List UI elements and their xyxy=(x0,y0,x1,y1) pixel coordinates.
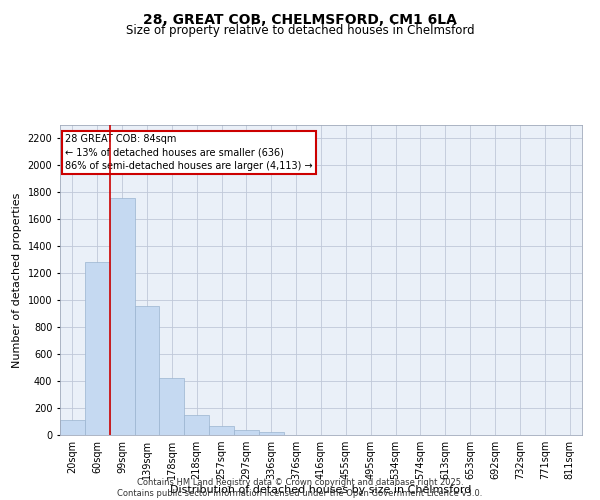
Bar xyxy=(234,430,259,435)
Y-axis label: Number of detached properties: Number of detached properties xyxy=(12,192,22,368)
Bar xyxy=(110,198,134,435)
Text: 28, GREAT COB, CHELMSFORD, CM1 6LA: 28, GREAT COB, CHELMSFORD, CM1 6LA xyxy=(143,12,457,26)
Text: 28 GREAT COB: 84sqm
← 13% of detached houses are smaller (636)
86% of semi-detac: 28 GREAT COB: 84sqm ← 13% of detached ho… xyxy=(65,134,313,170)
Bar xyxy=(85,262,110,435)
Text: Contains HM Land Registry data © Crown copyright and database right 2025.
Contai: Contains HM Land Registry data © Crown c… xyxy=(118,478,482,498)
Bar xyxy=(60,420,85,435)
Bar xyxy=(209,426,234,435)
Bar xyxy=(134,306,160,435)
Text: Size of property relative to detached houses in Chelmsford: Size of property relative to detached ho… xyxy=(125,24,475,37)
Bar xyxy=(184,415,209,435)
Bar xyxy=(259,432,284,435)
X-axis label: Distribution of detached houses by size in Chelmsford: Distribution of detached houses by size … xyxy=(170,485,472,495)
Bar xyxy=(160,378,184,435)
